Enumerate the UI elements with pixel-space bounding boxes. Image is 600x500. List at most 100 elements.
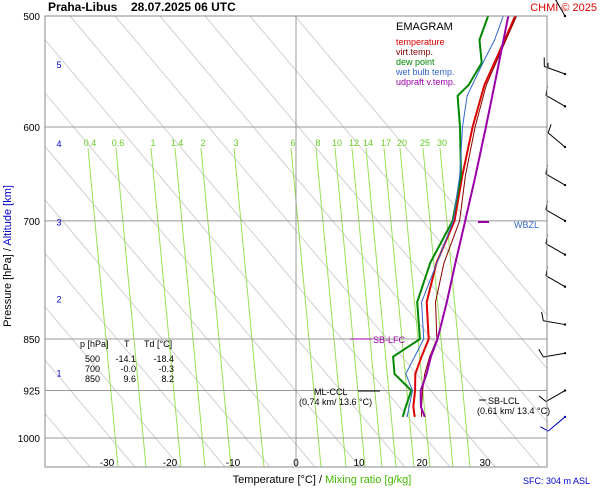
dry-adiabat-line — [294, 16, 547, 316]
legend-item-dew-point: dew point — [396, 57, 435, 67]
wind-barb — [545, 200, 567, 223]
legend: EMAGRAM temperature virt.temp. dew point… — [395, 21, 455, 87]
dry-adiabat-line — [45, 92, 361, 467]
mixing-ratio-line — [365, 147, 397, 467]
series-line-dew-point — [392, 16, 490, 418]
table-cell: -14.1 — [115, 354, 136, 364]
wind-barb — [538, 389, 567, 402]
mixing-ratio-label: 12 — [349, 138, 359, 148]
mixing-ratio-label: 25 — [420, 138, 430, 148]
pressure-tick-label: 850 — [23, 335, 40, 346]
surface-elevation: SFC: 304 m ASL — [523, 476, 590, 486]
dry-adiabat-line — [45, 252, 226, 467]
ml-ccl-label: ML-CCL — [314, 387, 348, 397]
mixing-ratio-label: 2 — [200, 138, 205, 148]
table-header-td: Td [°C] — [144, 339, 172, 349]
table-cell: 500 — [85, 354, 100, 364]
plot-frame — [44, 15, 548, 468]
wind-barb — [545, 234, 567, 256]
credit: CHMI © 2025 — [530, 2, 597, 14]
altitude-tick-label: 4 — [56, 139, 61, 149]
dry-adiabat-line — [45, 145, 316, 467]
dry-adiabat-line — [159, 16, 541, 467]
station-name: Praha-Libus — [48, 0, 118, 14]
svg-text:Pressure [hPa] / Altitude [km]: Pressure [hPa] / Altitude [km] — [2, 185, 14, 327]
dry-adiabat-line — [249, 16, 547, 370]
profile-series — [392, 16, 517, 418]
wind-barbs — [538, 0, 567, 432]
mixing-ratio-line — [422, 147, 454, 467]
pressure-grid: 500 600 700 850 925 1000 — [18, 12, 547, 467]
x-axis-title-temp: Temperature [°C] — [233, 474, 316, 486]
table-cell: -0.0 — [120, 364, 136, 374]
temperature-tick-label: 10 — [353, 458, 365, 469]
mixing-ratio-label: 1.4 — [171, 138, 184, 148]
table-header-p: p [hPa] — [80, 339, 109, 349]
mixing-ratio-label: 17 — [381, 138, 391, 148]
sb-lfc-label: SB-LFC — [373, 335, 406, 345]
legend-item-updraft: udpraft v.temp. — [396, 77, 455, 87]
mixing-ratio-line — [174, 147, 206, 467]
table-header-t: T — [124, 339, 130, 349]
table-cell: 850 — [85, 374, 100, 384]
temperature-tick-label: 0 — [293, 458, 299, 469]
wind-barb — [541, 311, 567, 326]
mixing-ratio-line — [200, 147, 232, 467]
dry-adiabat-line — [45, 38, 406, 467]
pressure-tick-label: 600 — [23, 123, 40, 134]
svg-text:Temperature [°C] / Mixing rati: Temperature [°C] / Mixing ratio [g/kg] — [233, 474, 412, 486]
mixing-ratio-label: 30 — [437, 138, 447, 148]
mixing-ratio-lines: 0.4 0.6 1 1.4 2 3 6 8 10 12 14 17 20 25 30 — [84, 138, 471, 467]
wind-barb — [545, 86, 567, 108]
mixing-ratio-label: 1 — [150, 138, 155, 148]
temperature-tick-label: -30 — [100, 458, 115, 469]
mixing-ratio-label: 0.4 — [84, 138, 97, 148]
dry-adiabat-line — [45, 359, 136, 467]
series-line-wet-bulb-temp — [405, 16, 504, 418]
wind-barb — [545, 165, 567, 187]
legend-item-wet-bulb: wet bulb temp. — [395, 67, 455, 77]
mixing-ratio-label: 14 — [363, 138, 373, 148]
pressure-tick-label: 1000 — [18, 434, 41, 445]
dry-adiabat-line — [69, 16, 451, 467]
dry-adiabat-line — [114, 16, 496, 467]
wbzl-label: WBZL — [514, 220, 539, 230]
mixing-ratio-line — [439, 147, 471, 467]
mixing-ratio-label: 10 — [332, 138, 342, 148]
y-axis-title: Pressure [hPa] / Altitude [km] — [2, 185, 14, 327]
series-line-udpraft-v-temp — [419, 16, 510, 418]
legend-item-virt-temp: virt.temp. — [396, 47, 433, 57]
mixing-ratio-line — [87, 147, 119, 467]
temperature-tick-label: 20 — [416, 458, 428, 469]
mixing-ratio-line — [399, 147, 431, 467]
y-axis-title-alt: Altitude [km] — [2, 185, 14, 246]
altitude-tick-label: 3 — [56, 218, 61, 228]
y-axis-title-pressure: Pressure [hPa] — [2, 254, 14, 327]
x-axis-title: Temperature [°C] / Mixing ratio [g/kg] — [233, 474, 412, 486]
series-line-temperature — [412, 16, 517, 418]
mixing-ratio-line — [315, 147, 347, 467]
table-cell: 9.6 — [123, 374, 136, 384]
dry-adiabat-line — [45, 306, 181, 467]
wind-barb — [545, 266, 567, 288]
x-axis-title-mix: Mixing ratio [g/kg] — [325, 474, 411, 486]
pressure-tick-label: 700 — [23, 217, 40, 228]
table-cell: -18.4 — [153, 354, 174, 364]
mixing-ratio-label: 8 — [315, 138, 320, 148]
table-cell: -0.3 — [158, 364, 174, 374]
wind-barb — [538, 349, 567, 358]
datetime: 28.07.2025 06 UTC — [131, 0, 236, 14]
pressure-tick-label: 500 — [23, 12, 40, 23]
altitude-tick-label: 2 — [56, 294, 61, 304]
temperature-tick-label: -10 — [226, 458, 241, 469]
mixing-ratio-line — [115, 147, 147, 467]
mixing-ratio-label: 6 — [290, 138, 295, 148]
dry-adiabat-line — [45, 199, 271, 467]
wind-barb — [555, 0, 567, 18]
sb-lcl-detail: (0.61 km/ 13.4 °C) — [477, 406, 550, 416]
mixing-ratio-label: 3 — [233, 138, 238, 148]
annotations: SB-LFC WBZL ML-CCL (0.74 km/ 13.6 °C) SB… — [299, 220, 550, 416]
pressure-tick-label: 925 — [23, 387, 40, 398]
